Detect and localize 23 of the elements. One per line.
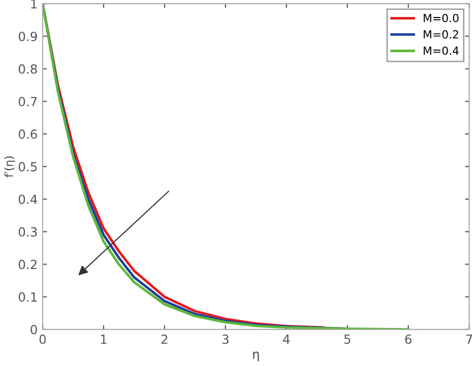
- y-tick-label: 0: [30, 324, 37, 334]
- x-tick-label: 2: [161, 334, 168, 344]
- x-tick-label: 0: [40, 334, 46, 344]
- y-tick-label: 0.3: [18, 227, 37, 237]
- legend-label: M=0.0: [424, 14, 459, 22]
- y-tick-label: 0.1: [18, 292, 37, 302]
- legend-label: M=0.2: [424, 30, 458, 39]
- y-tick-label: 0.6: [18, 129, 38, 139]
- x-tick-label: 7: [466, 334, 472, 344]
- y-tick-label: 0.4: [18, 194, 38, 204]
- y-tick-label: 0.2: [18, 260, 37, 270]
- x-tick-label: 1: [101, 334, 106, 344]
- y-tick-label: 0.8: [18, 64, 37, 74]
- x-tick-label: 6: [405, 334, 412, 344]
- legend-label: M=0.4: [424, 46, 459, 55]
- x-axis-title: η: [253, 352, 259, 362]
- y-tick-label: 0.7: [18, 96, 37, 106]
- y-tick-label: 0.9: [18, 32, 37, 42]
- y-tick-label: 0.5: [18, 162, 37, 172]
- x-tick-label: 5: [344, 334, 350, 344]
- x-tick-label: 3: [222, 334, 228, 344]
- y-axis-title: f′(η): [4, 156, 16, 178]
- x-tick-label: 4: [283, 334, 290, 344]
